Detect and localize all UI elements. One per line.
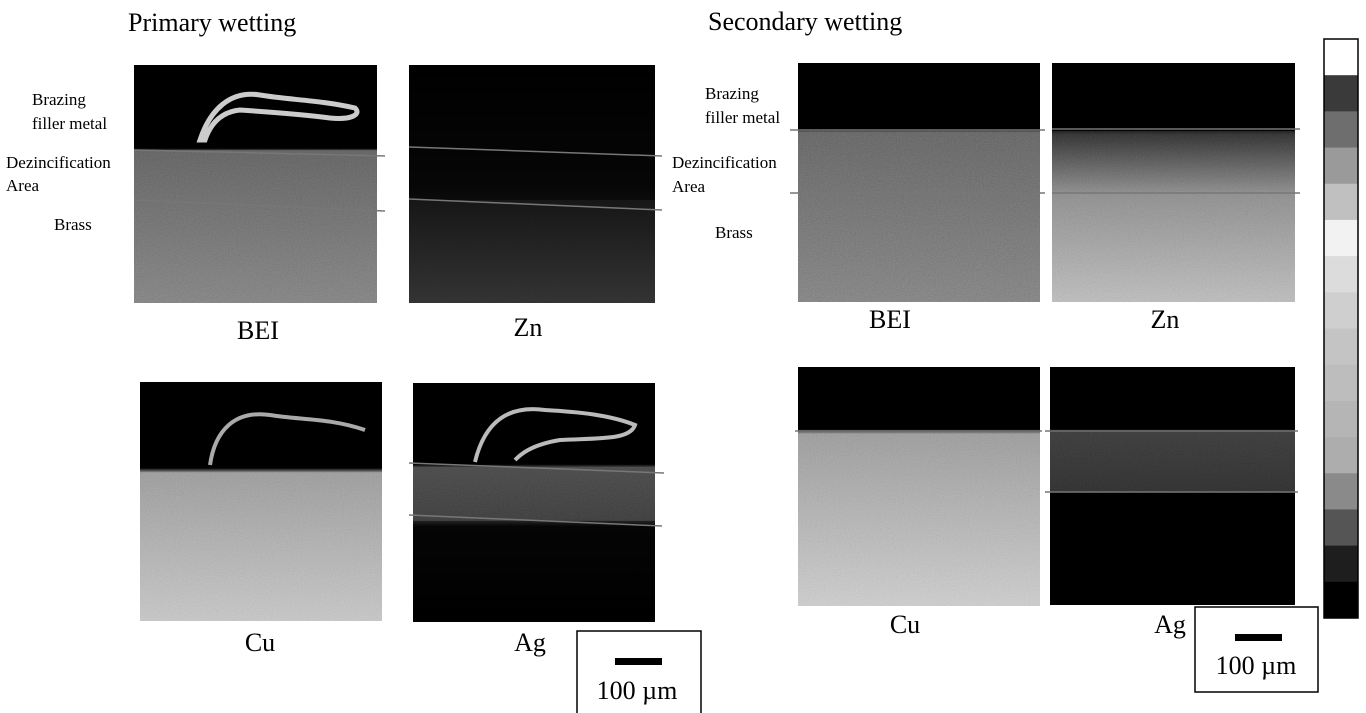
micrograph bbox=[408, 65, 663, 303]
color-step bbox=[1324, 437, 1358, 474]
secondary-group: Secondary wetting Brazing filler metal D… bbox=[672, 7, 1359, 693]
panel-label: Ag bbox=[1154, 610, 1186, 639]
primary-group: Primary wetting Brazing filler metal Dez… bbox=[6, 8, 702, 713]
scale-bar: 100 µm bbox=[1194, 606, 1319, 693]
panel-label: Ag bbox=[514, 628, 546, 657]
micrograph bbox=[795, 367, 1042, 606]
micrograph bbox=[408, 383, 665, 622]
color-step bbox=[1324, 400, 1358, 438]
color-step bbox=[1324, 147, 1358, 185]
color-step bbox=[1324, 75, 1358, 112]
side-label: Brass bbox=[54, 215, 92, 234]
color-step bbox=[1324, 473, 1358, 510]
color-step bbox=[1324, 256, 1358, 293]
micrograph bbox=[1052, 63, 1300, 302]
side-label: filler metal bbox=[32, 114, 107, 133]
panel-label: BEI bbox=[237, 316, 279, 345]
color-scale bbox=[1323, 38, 1359, 619]
side-label: Area bbox=[6, 176, 39, 195]
scale-label: 100 µm bbox=[1216, 651, 1297, 680]
panel-label: BEI bbox=[869, 305, 911, 334]
color-step bbox=[1324, 581, 1358, 619]
micrograph bbox=[1045, 367, 1298, 605]
color-step bbox=[1324, 364, 1358, 402]
color-step bbox=[1324, 183, 1358, 221]
panel-label: Cu bbox=[245, 628, 275, 657]
color-step bbox=[1324, 328, 1358, 366]
color-step bbox=[1324, 509, 1358, 547]
side-label: filler metal bbox=[705, 108, 780, 127]
color-step bbox=[1324, 39, 1358, 76]
side-label: Area bbox=[672, 177, 705, 196]
color-step bbox=[1324, 292, 1358, 329]
color-scale-frame bbox=[1323, 38, 1359, 619]
scale-bar: 100 µm bbox=[576, 630, 702, 713]
color-step bbox=[1324, 219, 1358, 257]
group-title: Primary wetting bbox=[128, 8, 296, 37]
panel-label: Cu bbox=[890, 610, 920, 639]
side-label: Dezincification bbox=[672, 153, 777, 172]
micrograph bbox=[790, 63, 1045, 302]
panel-label: Zn bbox=[514, 313, 543, 342]
group-title: Secondary wetting bbox=[708, 7, 902, 36]
micrograph bbox=[133, 65, 386, 303]
micrograph bbox=[140, 382, 382, 621]
scale-label: 100 µm bbox=[597, 676, 678, 705]
side-label: Dezincification bbox=[6, 153, 111, 172]
color-step bbox=[1324, 545, 1358, 583]
panel-label: Zn bbox=[1151, 305, 1180, 334]
color-step bbox=[1324, 111, 1358, 149]
side-label: Brass bbox=[715, 223, 753, 242]
side-label: Brazing bbox=[705, 84, 759, 103]
side-label: Brazing bbox=[32, 90, 86, 109]
